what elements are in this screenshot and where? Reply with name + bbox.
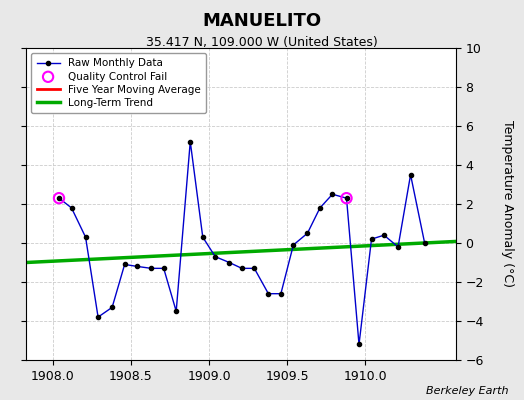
Raw Monthly Data xyxy=(134,264,140,269)
Raw Monthly Data xyxy=(226,260,233,265)
Raw Monthly Data xyxy=(148,266,155,271)
Raw Monthly Data xyxy=(160,266,167,271)
Text: Berkeley Earth: Berkeley Earth xyxy=(426,386,508,396)
Raw Monthly Data xyxy=(187,139,193,144)
Raw Monthly Data xyxy=(238,266,245,271)
Raw Monthly Data xyxy=(290,242,297,247)
Y-axis label: Temperature Anomaly (°C): Temperature Anomaly (°C) xyxy=(500,120,514,288)
Raw Monthly Data xyxy=(95,315,101,320)
Raw Monthly Data xyxy=(356,342,362,347)
Raw Monthly Data xyxy=(173,309,179,314)
Quality Control Fail xyxy=(342,195,351,201)
Raw Monthly Data xyxy=(421,240,428,245)
Raw Monthly Data xyxy=(265,291,271,296)
Raw Monthly Data xyxy=(82,235,89,240)
Line: Raw Monthly Data: Raw Monthly Data xyxy=(57,140,427,346)
Raw Monthly Data xyxy=(408,172,414,177)
Raw Monthly Data xyxy=(200,235,206,240)
Raw Monthly Data xyxy=(368,237,375,242)
Raw Monthly Data xyxy=(56,196,62,200)
Raw Monthly Data xyxy=(381,233,387,238)
Raw Monthly Data xyxy=(343,196,350,200)
Raw Monthly Data xyxy=(395,244,401,249)
Raw Monthly Data xyxy=(304,231,311,236)
Text: 35.417 N, 109.000 W (United States): 35.417 N, 109.000 W (United States) xyxy=(146,36,378,49)
Text: MANUELITO: MANUELITO xyxy=(202,12,322,30)
Legend: Raw Monthly Data, Quality Control Fail, Five Year Moving Average, Long-Term Tren: Raw Monthly Data, Quality Control Fail, … xyxy=(31,53,206,113)
Raw Monthly Data xyxy=(251,266,257,271)
Raw Monthly Data xyxy=(329,192,335,197)
Raw Monthly Data xyxy=(278,291,284,296)
Raw Monthly Data xyxy=(212,254,219,259)
Raw Monthly Data xyxy=(109,305,115,310)
Quality Control Fail xyxy=(55,195,63,201)
Raw Monthly Data xyxy=(122,262,128,267)
Raw Monthly Data xyxy=(68,206,74,210)
Raw Monthly Data xyxy=(317,206,323,210)
